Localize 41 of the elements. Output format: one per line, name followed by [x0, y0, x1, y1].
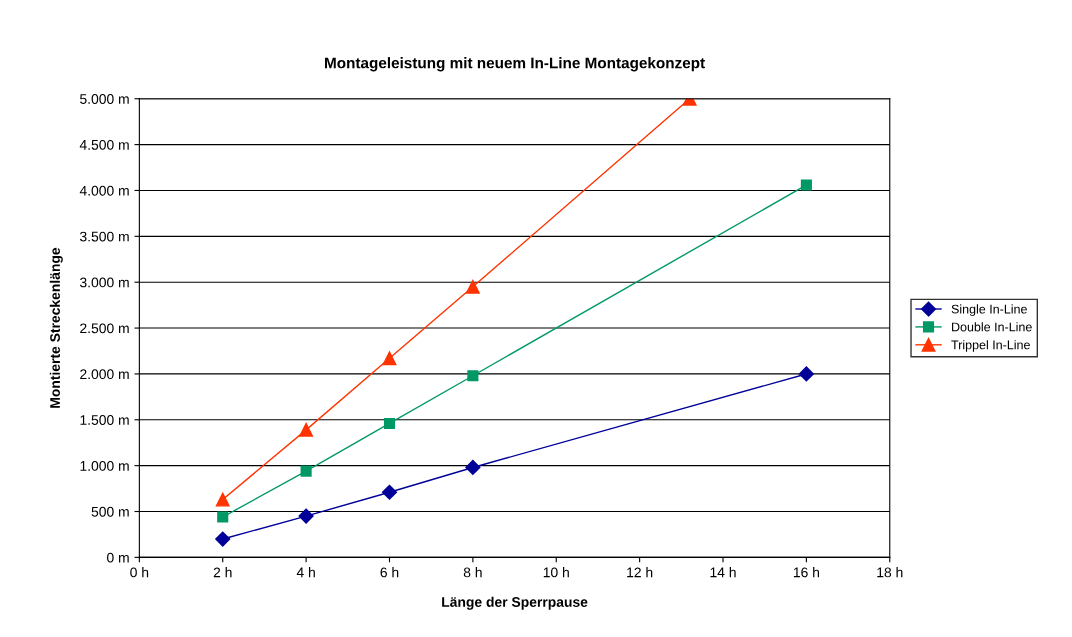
x-tick-label: 8 h [463, 567, 482, 578]
point [798, 366, 814, 382]
point [800, 179, 812, 191]
x-tick-label: 18 h [877, 567, 903, 578]
chart-title: Montageleistung mit neuem In-Line Montagekonzept [325, 57, 705, 72]
x-tick-label: 6 h [380, 567, 399, 578]
point [381, 484, 398, 500]
x-tick-label: 10 h [543, 567, 569, 578]
point [465, 459, 481, 476]
legend-label: Single In-Line [951, 304, 1027, 316]
point [300, 465, 312, 477]
x-axis-title: Länge der Sperrpause [442, 596, 588, 610]
y-tick-label: 4.500 m [79, 139, 129, 150]
x-tick-label: 16 h [793, 567, 819, 578]
point [382, 351, 397, 366]
y-tick-label: 500 m [91, 506, 129, 517]
y-tick-label: 3.000 m [79, 277, 129, 288]
x-tick-label: 0 h [130, 567, 149, 578]
point [383, 417, 396, 430]
x-tick-label: 12 h [627, 567, 653, 578]
x-tick-label: 4 h [296, 567, 315, 578]
y-tick-label: 3.500 m [79, 231, 129, 242]
x-tick-label: 14 h [710, 567, 736, 578]
y-tick-label: 0 m [107, 552, 129, 563]
y-tick-label: 5.000 m [80, 94, 129, 104]
y-axis-title: Montierte Streckenlänge [49, 247, 63, 408]
y-tick-label: 2.000 m [80, 369, 129, 380]
y-tick-label: 4.000 m [79, 185, 129, 196]
legend-label: Double In-Line [952, 322, 1032, 332]
point [298, 508, 314, 524]
x-tick-label: 2 h [213, 567, 232, 578]
point [299, 422, 314, 437]
y-tick-label: 1.000 m [80, 460, 129, 471]
point [465, 279, 480, 294]
y-tick-label: 1.500 m [80, 415, 129, 425]
point [215, 531, 231, 547]
point [467, 370, 479, 382]
y-tick-label: 2.500 m [80, 323, 129, 334]
point [217, 511, 229, 523]
point [215, 492, 230, 507]
legend-label: Trippel In-Line [951, 340, 1030, 352]
